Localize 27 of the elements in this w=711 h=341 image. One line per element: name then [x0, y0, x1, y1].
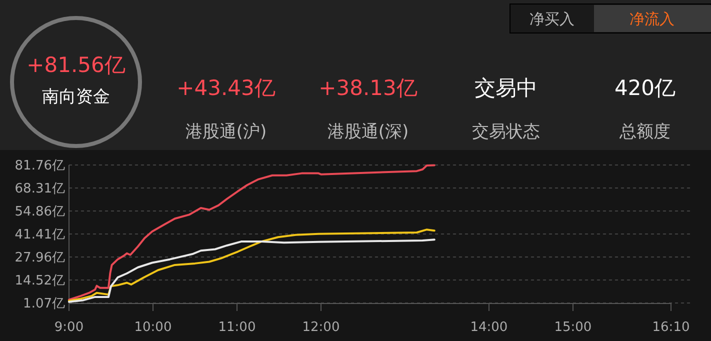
text: +43.43亿 [176, 76, 276, 100]
x-tick-label: 9:00 [54, 320, 84, 335]
x-tick-label: 11:00 [218, 320, 256, 335]
text: 净流入 [630, 10, 674, 28]
text: 420亿 [614, 76, 676, 100]
text: 交易中 [474, 76, 538, 100]
text: 南向资金 [42, 87, 110, 107]
y-tick-label: 54.86亿 [14, 204, 65, 220]
y-tick-label: 41.41亿 [14, 228, 65, 243]
text: 港股通(沪) [185, 122, 267, 142]
text: 交易状态 [472, 122, 540, 142]
text: 总额度 [618, 122, 670, 142]
y-tick-label: 27.96亿 [14, 250, 65, 266]
x-tick-label: 16:10 [652, 320, 690, 335]
text: +38.13亿 [318, 76, 418, 100]
x-tick-label: 10:00 [134, 320, 172, 335]
line-series [68, 164, 436, 301]
y-tick-label: 81.76亿 [14, 158, 65, 174]
y-tick-label: 68.31亿 [14, 182, 65, 197]
text: 港股通(深) [327, 122, 409, 142]
text: +81.56亿 [26, 53, 126, 77]
x-tick-label: 15:00 [554, 320, 592, 335]
y-tick-label: 1.07亿 [23, 296, 65, 312]
text: 净买入 [530, 10, 574, 28]
x-tick-label: 12:00 [302, 320, 340, 335]
y-tick-label: 14.52亿 [14, 274, 65, 289]
x-tick-label: 14:00 [470, 320, 508, 335]
